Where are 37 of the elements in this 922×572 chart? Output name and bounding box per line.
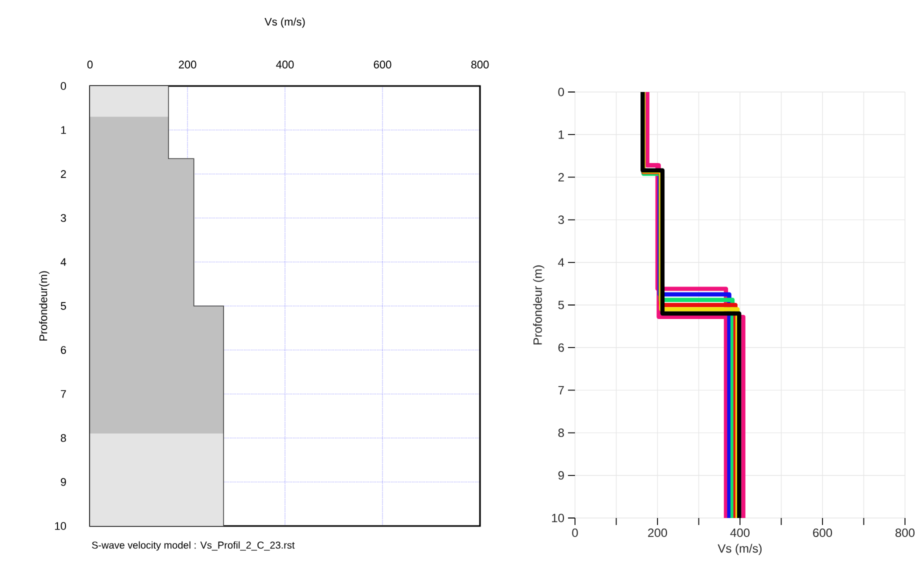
y-tick-label: 8	[558, 428, 564, 438]
y-tick-label: 6	[60, 346, 66, 354]
y-tick-label: 3	[60, 214, 66, 222]
y-tick-label: 3	[558, 216, 564, 224]
y-tick-label: 7	[60, 390, 66, 398]
y-tick-label: 8	[60, 434, 66, 442]
y-tick-label: 1	[558, 130, 564, 139]
y-axis-title: Profondeur(m)	[39, 271, 50, 341]
y-tick-label: 2	[558, 173, 564, 182]
y-tick-label: 10	[55, 522, 66, 530]
y-tick-label: 4	[558, 258, 564, 267]
y-tick-label: 9	[558, 471, 564, 480]
y-tick-label: 0	[60, 82, 66, 90]
y-tick-label: 1	[61, 126, 66, 134]
y-tick-label: 7	[558, 386, 564, 394]
x-tick-label: 200	[178, 60, 196, 68]
x-tick-label: 600	[813, 528, 832, 538]
x-axis-title: Vs (m/s)	[264, 18, 305, 28]
x-tick-label: 800	[896, 528, 915, 538]
y-tick-label: 9	[60, 478, 66, 486]
x-tick-label: 800	[471, 60, 489, 68]
x-tick-label: 0	[87, 60, 93, 68]
x-tick-label: 0	[572, 528, 578, 538]
x-tick-label: 200	[648, 528, 668, 538]
x-axis-title: Vs (m/s)	[718, 544, 762, 556]
y-tick-label: 5	[558, 300, 564, 310]
text: S-wave velocity model : Vs_Profil_2_C_23.rst	[92, 541, 295, 551]
x-tick-label: 400	[276, 60, 294, 68]
x-tick-label: 400	[730, 528, 750, 538]
y-tick-label: 6	[558, 343, 564, 352]
y-tick-label: 4	[60, 258, 66, 266]
y-tick-label: 2	[60, 170, 66, 178]
y-tick-label: 5	[60, 302, 66, 310]
y-tick-label: 0	[558, 88, 564, 96]
y-tick-label: 10	[552, 514, 564, 522]
x-tick-label: 600	[374, 60, 392, 68]
y-axis-title: Profondeur (m)	[533, 265, 544, 344]
